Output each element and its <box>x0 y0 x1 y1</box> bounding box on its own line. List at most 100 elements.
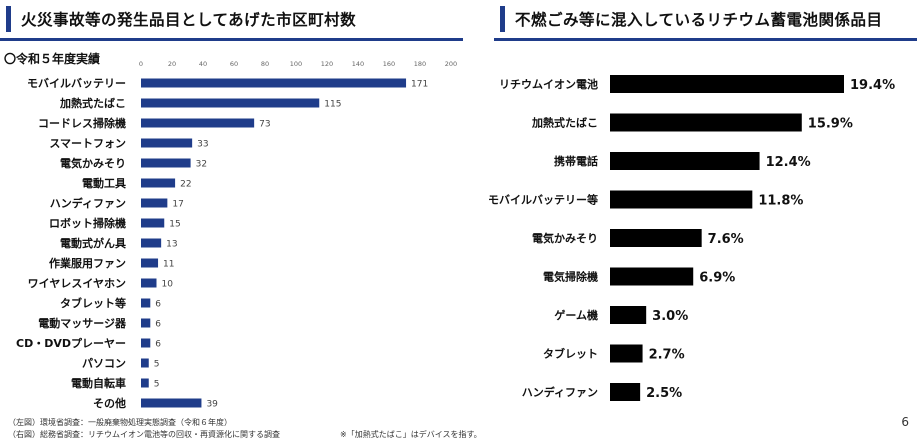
category-label: リチウムイオン電池 <box>499 77 598 91</box>
bar <box>141 158 191 168</box>
category-label: 作業服用ファン <box>49 256 126 270</box>
category-label: パソコン <box>82 357 126 370</box>
data-label: 19.4% <box>850 78 895 93</box>
left-chart-title: 火災事故等の発生品目としてあげた市区町村数 <box>21 11 357 29</box>
bar <box>141 298 151 308</box>
bar <box>610 383 641 401</box>
bar <box>610 267 694 286</box>
right-chart-title: 不燃ごみ等に混入しているリチウム蓄電池関係品目 <box>515 11 883 29</box>
bar <box>610 306 647 324</box>
data-label: 7.6% <box>708 232 744 247</box>
category-label: タブレット等 <box>60 296 126 310</box>
data-label: 73 <box>259 120 270 130</box>
category-label: ハンディファン <box>50 196 126 210</box>
data-label: 3.0% <box>652 309 688 324</box>
x-tick-label: 40 <box>199 60 207 68</box>
bar <box>141 118 255 128</box>
footnote-note: ※「加熱式たばこ」はデバイスを指す。 <box>340 430 482 439</box>
x-tick-label: 120 <box>321 60 333 68</box>
left-header-accent <box>6 6 11 32</box>
bar <box>141 198 168 208</box>
bar <box>141 278 157 288</box>
data-label: 39 <box>206 400 218 410</box>
category-label: コードレス掃除機 <box>38 116 126 130</box>
data-label: 32 <box>196 160 207 170</box>
data-label: 15 <box>169 220 180 230</box>
category-label: 電動マッサージ器 <box>38 316 127 330</box>
right-chart-header: 不燃ごみ等に混入しているリチウム蓄電池関係品目 <box>494 0 917 41</box>
category-label: モバイルバッテリー等 <box>488 193 598 207</box>
bar <box>610 75 844 93</box>
data-label: 5 <box>154 380 160 390</box>
category-label: 加熱式たばこ <box>531 116 598 130</box>
bar <box>141 338 151 348</box>
category-label: 電動式がん具 <box>60 236 126 250</box>
right-bar-chart: リチウムイオン電池 19.4% 加熱式たばこ 15.9% 携帯電話 12.4% モバイルバッ… <box>488 75 895 401</box>
category-label: 加熱式たばこ <box>59 96 126 110</box>
data-label: 171 <box>411 80 428 90</box>
data-label: 10 <box>162 280 174 290</box>
data-label: 33 <box>197 140 208 150</box>
left-chart-subtitle: 〇令和５年度実績 <box>4 52 101 66</box>
x-tick-label: 60 <box>230 60 238 68</box>
data-label: 6 <box>155 340 161 350</box>
x-tick-label: 200 <box>445 60 457 68</box>
bar <box>141 178 176 188</box>
data-label: 15.9% <box>808 117 853 132</box>
category-label: CD・DVDプレーヤー <box>16 336 126 350</box>
category-label: 携帯電話 <box>554 154 598 168</box>
bar <box>141 78 407 88</box>
bar <box>610 229 702 247</box>
data-label: 11 <box>163 260 174 270</box>
bar <box>141 98 320 108</box>
bar <box>610 344 643 363</box>
bar <box>141 238 162 248</box>
data-label: 2.7% <box>649 348 685 363</box>
x-tick-label: 80 <box>261 60 269 68</box>
category-label: スマートフォン <box>49 137 126 150</box>
bar <box>141 258 159 268</box>
category-label: モバイルバッテリー <box>27 77 126 90</box>
bar <box>141 398 202 408</box>
bar <box>610 152 760 170</box>
category-label: ハンディファン <box>522 385 598 399</box>
data-label: 6 <box>155 320 161 330</box>
data-label: 12.4% <box>766 155 811 170</box>
page-number: 6 <box>901 415 909 429</box>
footnote-right-source: （右図）総務省調査：リチウムイオン電池等の回収・再資源化に関する調査 <box>8 430 280 439</box>
category-label: 電動自転車 <box>71 376 126 390</box>
data-label: 5 <box>154 360 160 370</box>
footnote-left-source: （左図）環境省調査：一般廃棄物処理実態調査（令和６年度） <box>8 418 232 427</box>
data-label: 115 <box>324 100 341 110</box>
bar <box>141 358 149 368</box>
category-label: 電気掃除機 <box>543 270 598 284</box>
bar <box>610 113 802 132</box>
x-tick-label: 180 <box>414 60 426 68</box>
data-label: 6.9% <box>699 271 735 286</box>
bar <box>141 218 165 228</box>
category-label: 電動工具 <box>82 176 126 190</box>
data-label: 17 <box>172 200 183 210</box>
x-tick-label: 100 <box>290 60 302 68</box>
category-label: ゲーム機 <box>554 308 598 322</box>
data-label: 6 <box>155 300 161 310</box>
data-label: 11.8% <box>758 194 803 209</box>
x-tick-label: 160 <box>383 60 395 68</box>
category-label: 電気かみそり <box>532 231 598 245</box>
bar <box>141 378 149 388</box>
data-label: 13 <box>166 240 177 250</box>
left-bar-chart: 0 20 40 60 80 100 120 140 160 180 200 モバイルバッテリー 171 加… <box>16 60 457 410</box>
left-chart-header: 火災事故等の発生品目としてあげた市区町村数 <box>0 0 463 41</box>
x-tick-label: 140 <box>352 60 364 68</box>
bar <box>141 138 193 148</box>
bar <box>610 190 753 209</box>
x-tick-label: 20 <box>168 60 176 68</box>
x-tick-label: 0 <box>139 60 143 68</box>
right-header-accent <box>500 6 505 32</box>
data-label: 2.5% <box>646 386 682 401</box>
bar <box>141 318 151 328</box>
category-label: その他 <box>93 396 126 410</box>
category-label: ワイヤレスイヤホン <box>28 277 126 290</box>
category-label: ロボット掃除機 <box>49 216 126 230</box>
category-label: タブレット <box>543 347 598 361</box>
